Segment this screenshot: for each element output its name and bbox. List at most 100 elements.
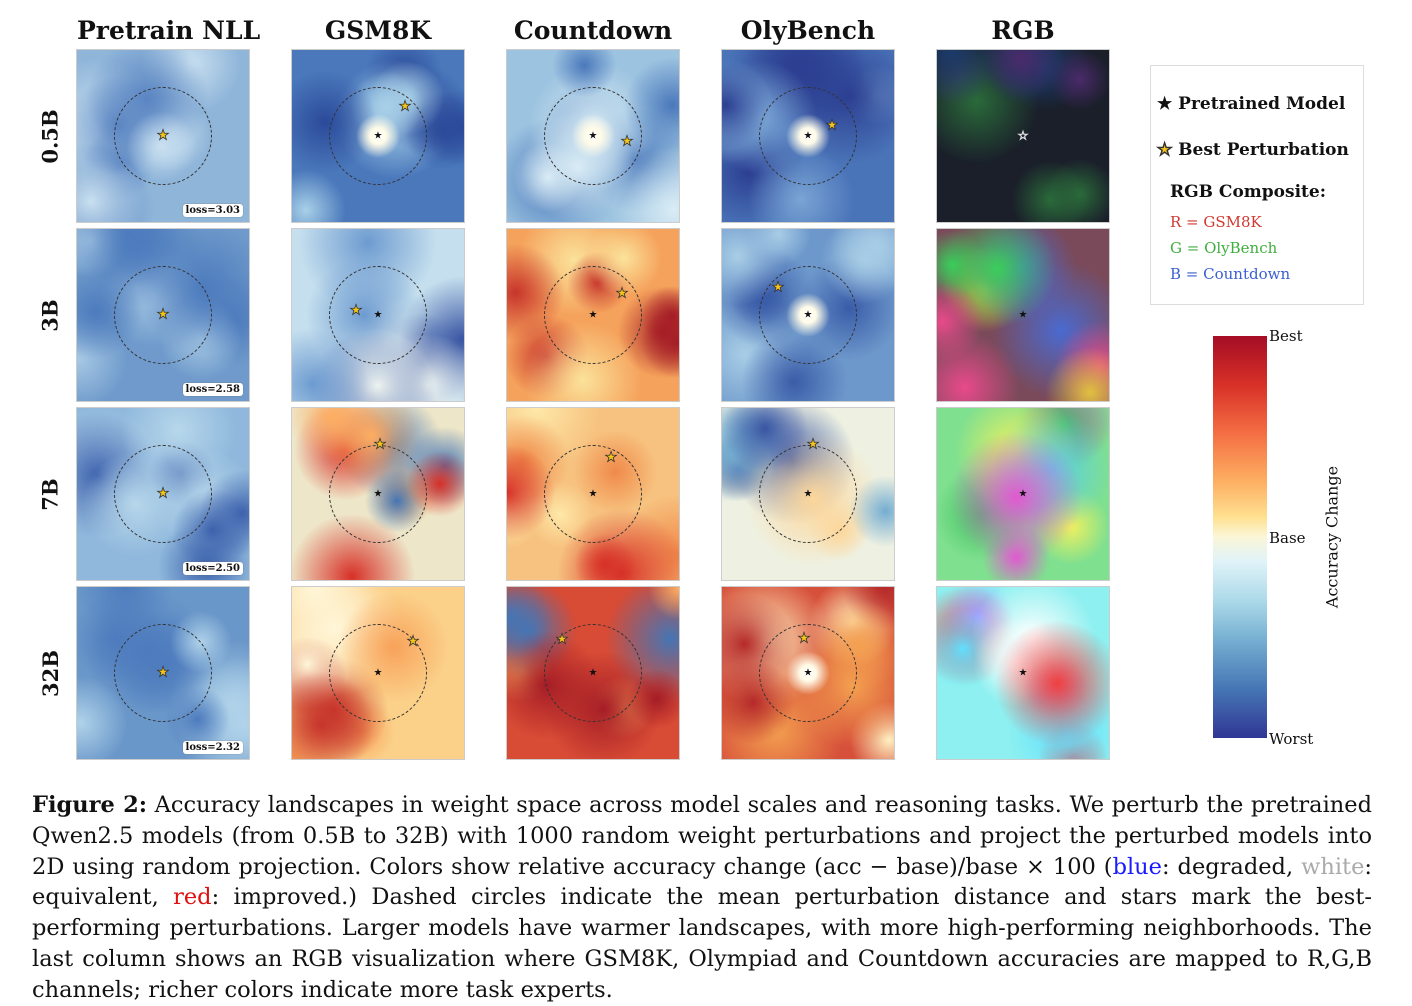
best-perturbation-star-icon: ★ [604,449,618,466]
column-title: Pretrain NLL [77,16,261,45]
perturbation-radius-circle [114,445,212,543]
best-perturbation-star-icon: ★ [156,485,170,502]
landscape-panel: ★ loss=2.58 [77,229,249,401]
pretrained-star-icon: ★ [373,130,383,142]
column-title: OlyBench [740,16,876,45]
perturbation-radius-circle [759,87,857,185]
legend-b: B = Countdown [1170,265,1291,283]
perturbation-radius-circle [544,266,642,364]
best-perturbation-star-icon: ★ [156,306,170,323]
landscape-panel: ☆ [937,50,1109,222]
perturbation-radius-circle [329,87,427,185]
colorbar-worst-label: Worst [1269,730,1314,748]
pretrained-star-icon: ★ [803,488,813,500]
loss-label: loss=2.32 [182,741,243,754]
best-perturbation-star-icon: ★ [406,633,420,650]
caption-label: Figure 2: [32,792,148,818]
row-label: 3B [30,229,70,401]
row-label: 7B [30,408,70,580]
legend-best: ★ Best Perturbation [1157,140,1349,161]
perturbation-radius-circle [544,624,642,722]
loss-label: loss=3.03 [182,204,243,217]
legend-pretrained: ★ Pretrained Model [1157,94,1345,114]
perturbation-radius-circle [329,266,427,364]
row-label: 32B [30,587,70,759]
landscape-panel: ★ ★ [722,587,894,759]
figure-caption: Figure 2: Accuracy landscapes in weight … [32,790,1372,1006]
best-perturbation-star-icon: ★ [373,436,387,453]
pretrained-star-icon: ★ [1018,488,1028,500]
legend: ★ Pretrained Model ★ Best Perturbation R… [1150,65,1364,305]
landscape-panel: ★ ★ [507,587,679,759]
best-perturbation-star-icon: ★ [156,127,170,144]
column-title: GSM8K [324,16,432,45]
landscape-panel: ★ ★ [722,229,894,401]
perturbation-radius-circle [759,266,857,364]
landscape-panel: ★ loss=2.32 [77,587,249,759]
landscape-panel: ★ [937,408,1109,580]
loss-label: loss=2.58 [182,383,243,396]
landscape-panel: ★ ★ [292,229,464,401]
pretrained-star-icon: ★ [373,488,383,500]
landscape-panel: ★ ★ [507,50,679,222]
row-label: 0.5B [30,50,70,222]
pretrained-star-icon: ★ [803,667,813,679]
loss-label: loss=2.50 [182,562,243,575]
caption-text: : improved.) Dashed circles indicate the… [32,884,1372,1003]
best-perturbation-star-icon: ★ [615,285,629,302]
best-perturbation-star-icon: ★ [398,98,412,115]
pretrained-star-icon: ☆ [1017,128,1029,143]
best-perturbation-star-icon: ★ [620,133,634,150]
perturbation-radius-circle [544,445,642,543]
pretrained-star-icon: ★ [1018,667,1028,679]
pretrained-star-icon: ★ [803,309,813,321]
pretrained-star-icon: ★ [373,309,383,321]
legend-g: G = OlyBench [1170,239,1278,257]
perturbation-radius-circle [759,624,857,722]
black-star-icon: ★ [1157,94,1173,114]
best-perturbation-star-icon: ★ [555,631,569,648]
best-perturbation-star-icon: ★ [156,664,170,681]
landscape-panel: ★ loss=3.03 [77,50,249,222]
legend-pretrained-label: Pretrained Model [1178,94,1346,114]
best-perturbation-star-icon: ★ [771,279,785,296]
colorbar-best-label: Best [1269,327,1303,345]
column-title: Countdown [513,16,673,45]
colorbar [1213,336,1267,738]
landscape-panel: ★ ★ [722,50,894,222]
legend-rgb-title: RGB Composite: [1170,182,1326,202]
caption-white: white [1301,853,1365,880]
caption-red: red [173,884,212,911]
row-label-text: 32B [37,649,63,697]
caption-blue: blue [1112,853,1162,880]
pretrained-star-icon: ★ [588,309,598,321]
best-perturbation-star-icon: ★ [797,630,811,647]
landscape-panel: ★ [937,229,1109,401]
caption-text: : equivalent, [32,853,1372,911]
pretrained-star-icon: ★ [588,130,598,142]
landscape-panel: ★ ★ [507,229,679,401]
perturbation-radius-circle [114,87,212,185]
gold-star-icon: ★ [1157,140,1173,161]
pretrained-star-icon: ★ [373,667,383,679]
best-perturbation-star-icon: ★ [825,117,839,134]
perturbation-radius-circle [114,624,212,722]
caption-text: Accuracy landscapes in weight space acro… [32,792,1373,880]
pretrained-star-icon: ★ [588,488,598,500]
row-label-text: 3B [37,298,63,332]
landscape-panel: ★ ★ [292,50,464,222]
landscape-panel: ★ loss=2.50 [77,408,249,580]
colorbar-title: Accuracy Change [1322,465,1342,609]
landscape-panel: ★ ★ [722,408,894,580]
landscape-panel: ★ [937,587,1109,759]
pretrained-star-icon: ★ [588,667,598,679]
best-perturbation-star-icon: ★ [806,436,820,453]
pretrained-star-icon: ★ [803,130,813,142]
column-title: RGB [991,16,1055,45]
legend-best-label: Best Perturbation [1178,140,1349,160]
perturbation-radius-circle [759,445,857,543]
perturbation-radius-circle [114,266,212,364]
best-perturbation-star-icon: ★ [349,302,363,319]
row-label-text: 7B [37,477,63,511]
pretrained-star-icon: ★ [1018,309,1028,321]
